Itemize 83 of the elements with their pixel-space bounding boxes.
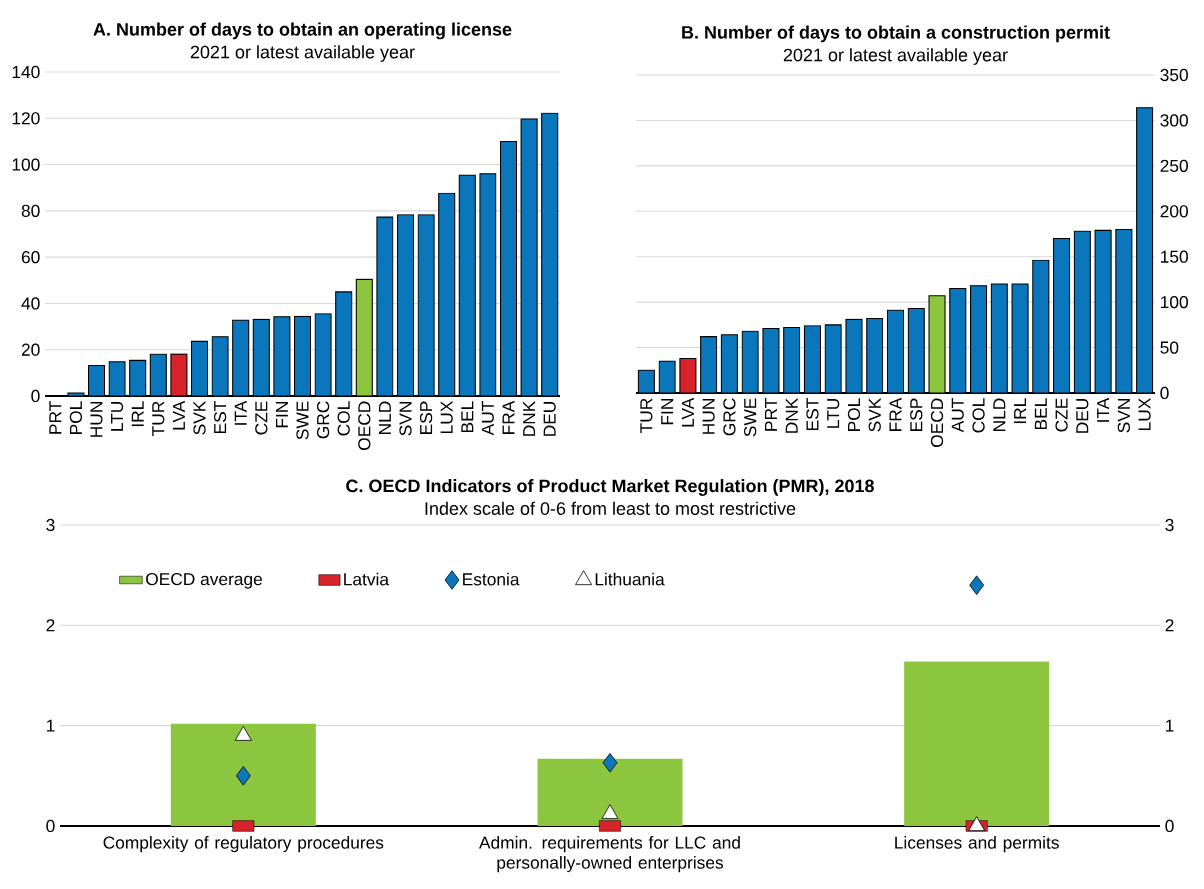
y-tick-label: 20 [21,343,40,356]
x-tick-label: DNK [523,400,536,436]
x-tick-label: SWE [744,398,757,437]
y-tick-label: 40 [21,297,40,310]
x-tick-label: SVK [868,397,881,432]
x-tick-label: CZE [255,401,268,435]
x-tick-label: BEL [461,401,474,433]
x-tick-label: FIN [661,399,674,425]
y-tick-label: 100 [1161,295,1188,309]
x-tick-label: Complexity of regulatory procedures [103,836,384,853]
x-tick-label: NLD [378,401,391,434]
x-tick-label: LUX [1138,398,1151,430]
x-tick-label: CZE [1055,398,1068,432]
x-tick-label: DNK [785,397,798,433]
x-tick-label: DEU [1076,399,1089,433]
x-tick-label: IRL [1014,398,1027,424]
x-tick-label: LTU [111,402,124,431]
legend-label: Lithuania [595,572,665,586]
chart-subtitle: 2021 or latest available year [190,45,415,62]
chart-subtitle: 2021 or latest available year [783,48,1008,65]
chart-title: C. OECD Indicators of Product Market Regulation (PMR), 2018 [346,479,874,496]
x-tick-label: TUR [640,398,653,433]
y-tick-label: 140 [12,65,40,79]
x-tick-label: EST [806,398,819,430]
x-tick-label: AUT [481,401,494,436]
x-tick-label: SVN [1117,399,1130,433]
x-tick-label: POL [847,398,861,431]
x-tick-label: Licenses and permits [895,836,1059,853]
y-tick-label: 350 [1160,68,1188,82]
legend-label: Estonia [463,572,520,586]
y-tick-label: 0 [1160,386,1169,400]
x-tick-label: PRT [49,401,62,434]
y-tick-label: 120 [12,112,40,125]
x-tick-label: OECD [358,401,371,450]
x-tick-label: PRT [764,398,777,431]
x-tick-label: GRC [316,401,330,439]
x-tick-label: LVA [681,397,694,427]
chart-subtitle: Index scale of 0-6 from least to most restrictive [425,501,796,515]
x-tick-label: COL [972,398,985,433]
y-tick-label: 3 [46,518,55,532]
x-tick-label: BEL [1034,398,1047,430]
x-tick-label: AUT [951,398,964,433]
x-tick-label: FRA [889,397,902,431]
y-tick-label: 200 [1160,205,1188,218]
x-tick-label: IRL [131,401,144,427]
x-tick-label: FRA [502,400,515,434]
x-tick-label: ITA [234,400,247,425]
x-tick-label: TUR [152,401,165,436]
x-tick-label: POL [69,401,83,434]
y-tick-label: 250 [1160,159,1188,172]
x-tick-label: HUN [702,399,715,434]
x-tick-label: Admin. requirements for LLC and personally-owned enterprises [479,836,740,873]
y-tick-label: 150 [1161,250,1188,263]
chart-title: A. Number of days to obtain an operating license [93,22,512,40]
y-tick-label: 50 [1160,341,1179,354]
x-tick-label: LUX [440,401,453,433]
x-tick-label: ITA [1097,397,1110,422]
x-tick-label: SVK [193,400,206,435]
y-tick-label: 0 [46,819,55,833]
y-tick-label: 2 [46,619,55,632]
x-tick-label: EST [213,401,227,433]
x-tick-label: GRC [723,398,736,436]
x-tick-label: SVN [399,402,412,436]
x-tick-label: SWE [296,401,309,440]
x-tick-label: NLD [993,398,1006,431]
y-tick-label: 80 [21,204,40,217]
x-tick-label: ESP [419,401,433,434]
y-tick-label: 1 [46,719,55,732]
x-tick-label: OECD [930,398,944,447]
chart-title: B. Number of days to obtain a construction permit [682,25,1110,43]
x-tick-label: COL [337,401,350,436]
y-tick-label: 300 [1160,114,1188,127]
y-tick-label: 60 [21,250,40,264]
x-tick-label: LVA [172,400,185,430]
legend-label: Latvia [344,572,390,586]
y-tick-label: 0 [31,389,40,403]
x-tick-label: ESP [910,398,923,431]
legend-label: OECD average [146,572,262,589]
x-tick-label: HUN [90,402,103,437]
y-tick-label: 100 [12,158,40,171]
x-tick-label: DEU [543,402,556,436]
x-tick-label: FIN [275,402,288,428]
x-tick-label: LTU [827,399,840,428]
